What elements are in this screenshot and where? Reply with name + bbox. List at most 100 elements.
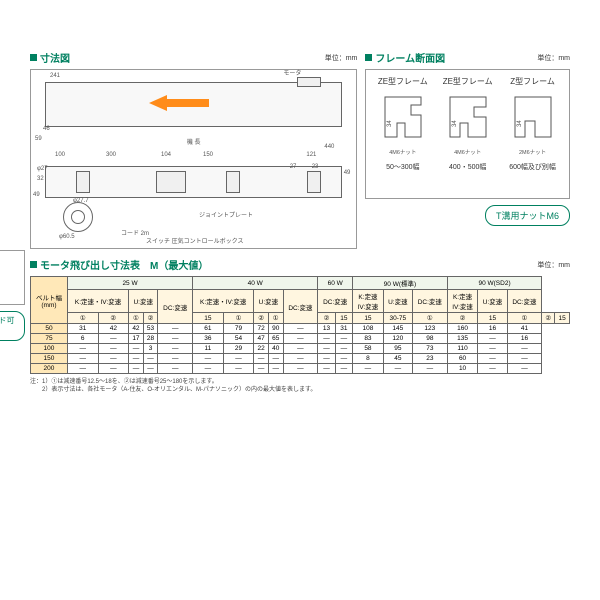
belt-width-cell: 150 <box>31 354 68 364</box>
machine-length-label: 機 長 <box>35 137 352 146</box>
data-cell: — <box>143 364 158 374</box>
data-cell: — <box>254 354 269 364</box>
frame-name: ZE型フレーム <box>435 76 500 87</box>
data-cell: — <box>318 344 335 354</box>
data-cell: — <box>67 364 98 374</box>
dims-title: 寸法図 <box>40 50 70 65</box>
table-row: 100———3—11292240———589573110—— <box>31 344 570 354</box>
data-cell: 40 <box>268 344 283 354</box>
frame-range: 50～300幅 <box>370 162 435 172</box>
data-cell: 90 <box>268 324 283 334</box>
data-cell: 108 <box>353 324 384 334</box>
table-row: 200———————————————10—— <box>31 364 570 374</box>
data-cell: 135 <box>447 334 478 344</box>
data-cell: — <box>318 364 335 374</box>
data-cell: 10 <box>447 364 478 374</box>
data-cell: 13 <box>318 324 335 334</box>
pulley-icon <box>63 202 93 232</box>
sub: DC:変速 <box>412 290 447 313</box>
switch-label: スイッチ 圧気コントロールボックス <box>146 236 256 245</box>
bracket-3 <box>226 171 240 193</box>
motor-label: モータ <box>283 68 301 77</box>
dim-49l: 49 <box>33 192 40 198</box>
cross-title: フレーム断面図 <box>375 50 445 65</box>
dims-drawing: モータ 241 46 59 機 長 100 <box>30 69 357 249</box>
motor-unit: 単位：mm <box>537 260 570 270</box>
data-cell: 3 <box>143 344 158 354</box>
data-cell: — <box>507 354 542 364</box>
level-hdr: ② <box>447 313 478 324</box>
data-cell: 60 <box>447 354 478 364</box>
belt-width-cell: 50 <box>31 324 68 334</box>
code-label: コード 2m <box>121 228 149 237</box>
data-cell: — <box>158 364 193 374</box>
direction-arrow-icon <box>149 95 209 111</box>
motor-title: モータ飛び出し寸法表 M（最大値） <box>40 257 208 272</box>
sub: K:定速・IV:変速 <box>193 290 254 313</box>
level-hdr: ② <box>318 313 335 324</box>
data-cell: — <box>98 334 129 344</box>
dim-121: 121 <box>306 152 316 158</box>
sub: K:定速 IV:変速 <box>353 290 384 313</box>
data-cell: 65 <box>268 334 283 344</box>
level-hdr: ② <box>143 313 158 324</box>
sub: U:変速 <box>254 290 283 313</box>
frame-note: 4M6ナット <box>370 148 435 156</box>
level-hdr: 15 <box>335 313 352 324</box>
w40: 40 W <box>193 277 318 290</box>
dim-27: 27 <box>290 164 297 170</box>
data-cell: — <box>283 324 318 334</box>
w90b: 90 W(SD2) <box>447 277 542 290</box>
profile-icon: 34 <box>511 93 555 143</box>
table-row: 756—1728—36544765———8312098135—16 <box>31 334 570 344</box>
dim-23: 23 <box>312 164 319 170</box>
data-cell: 98 <box>412 334 447 344</box>
w60: 60 W <box>318 277 353 290</box>
sub: K:定速・IV:変速 <box>67 290 128 313</box>
belt-width-cell: 100 <box>31 344 68 354</box>
level-hdr: ① <box>67 313 98 324</box>
data-cell: — <box>507 344 542 354</box>
table-row: 5031424253—61797290—13311081451231601641 <box>31 324 570 334</box>
dim-32: 32 <box>37 176 44 182</box>
data-cell: — <box>283 364 318 374</box>
level-hdr: ① <box>412 313 447 324</box>
data-cell: 17 <box>129 334 144 344</box>
cross-unit: 単位：mm <box>537 53 570 63</box>
data-cell: — <box>383 364 412 374</box>
data-cell: — <box>283 344 318 354</box>
accent-square-icon <box>30 261 37 268</box>
data-cell: 16 <box>478 324 507 334</box>
data-cell: — <box>67 344 98 354</box>
bracket-1 <box>76 171 90 193</box>
data-cell: — <box>129 364 144 374</box>
data-cell: — <box>478 344 507 354</box>
data-cell: 45 <box>383 354 412 364</box>
level-hdr: 30-75 <box>383 313 412 324</box>
data-cell: 73 <box>412 344 447 354</box>
cross-section: フレーム断面図 単位：mm ZE型フレーム 34 4M6ナット 50～300幅 … <box>365 50 570 249</box>
profile-icon: 34 <box>381 93 425 143</box>
belt-width-hdr: ベルト幅 (mm) <box>31 277 68 324</box>
joint-plate-label: ジョイントプレート <box>199 210 253 219</box>
data-cell: 42 <box>98 324 129 334</box>
dim-d605: φ60.5 <box>59 234 75 240</box>
dim-d27: φ27 <box>37 166 48 172</box>
data-cell: — <box>268 364 283 374</box>
frame-note: 2M6ナット <box>500 148 565 156</box>
data-cell: — <box>335 364 352 374</box>
data-cell: — <box>283 354 318 364</box>
data-cell: — <box>318 354 335 364</box>
dim-150: 150 <box>203 152 213 158</box>
data-cell: 72 <box>254 324 269 334</box>
data-cell: — <box>143 354 158 364</box>
level-hdr: ② <box>254 313 269 324</box>
dim-241: 241 <box>50 73 60 79</box>
frame-ze2: ZE型フレーム 34 4M6ナット 400・500幅 <box>435 76 500 172</box>
data-cell: 47 <box>254 334 269 344</box>
data-cell: — <box>158 334 193 344</box>
data-cell: — <box>335 354 352 364</box>
data-cell: — <box>98 344 129 354</box>
data-cell: 83 <box>353 334 384 344</box>
frame-name: ZE型フレーム <box>370 76 435 87</box>
